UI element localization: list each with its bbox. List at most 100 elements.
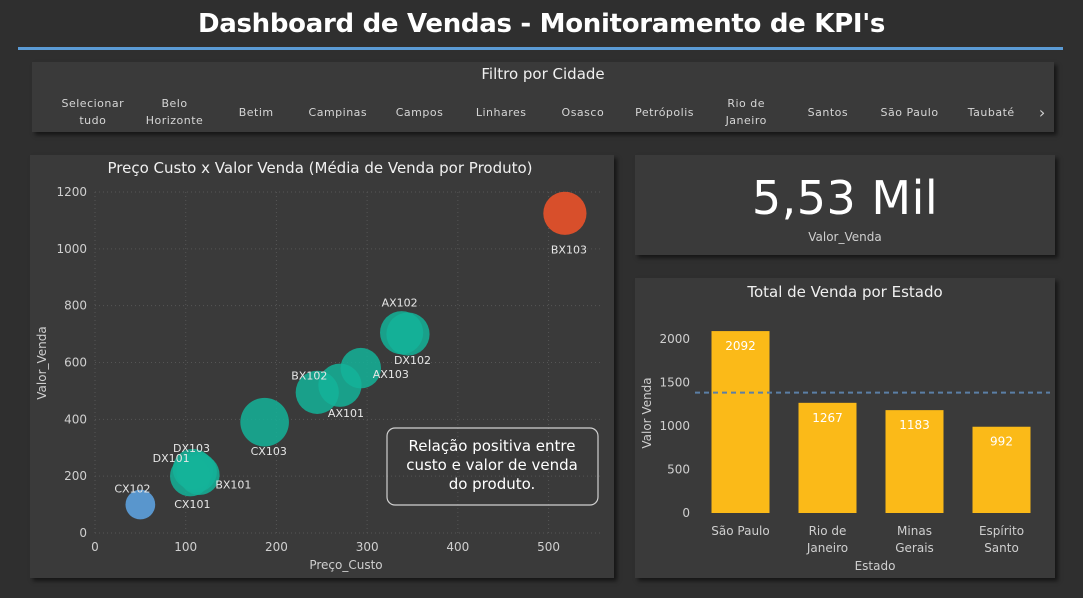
city-filter-item[interactable]: Linhares: [460, 104, 542, 121]
y-tick-label: 400: [64, 412, 87, 426]
city-filter-item-label: Belo: [161, 97, 188, 110]
city-filter-item[interactable]: Campos: [379, 104, 461, 121]
city-filter-item-label: Campos: [395, 105, 444, 119]
city-filter-item-label: Santos: [807, 105, 849, 119]
city-filter-item[interactable]: São Paulo: [869, 104, 951, 121]
x-tick-label: São Paulo: [711, 524, 769, 538]
point-label: CX103: [251, 445, 287, 458]
kpi-label: Valor_Venda: [808, 230, 882, 244]
city-slicer: Selecionar tudo Belo Horizonte Betim Campinas…: [52, 95, 1052, 129]
bar[interactable]: [885, 410, 944, 513]
x-tick-label: 200: [265, 540, 288, 554]
x-tick-label: Rio de: [809, 524, 847, 538]
city-filter-item[interactable]: Santos: [787, 104, 869, 121]
city-filter-item-label: Linhares: [475, 105, 527, 119]
scatter-point[interactable]: [125, 489, 156, 520]
city-filter-item-label: tudo: [79, 114, 107, 127]
annotation-text: do produto.: [449, 475, 536, 493]
point-label: BX103: [551, 243, 587, 256]
y-tick-label: 200: [64, 469, 87, 483]
x-tick-label: 0: [91, 540, 99, 554]
bar-value-label: 2092: [725, 339, 756, 353]
city-filter-item[interactable]: Taubaté: [950, 104, 1032, 121]
city-filter-item-label: Petrópolis: [635, 105, 694, 119]
y-tick-label: 500: [667, 463, 690, 477]
point-label: DX102: [394, 354, 431, 367]
bar-chart-panel: Total de Venda por Estado 0 500 1000 1500 200…: [635, 278, 1055, 578]
x-tick-label: Espírito: [979, 524, 1024, 538]
y-tick-label: 800: [64, 299, 87, 313]
x-tick-label: Minas: [897, 524, 932, 538]
y-tick-label: 2000: [659, 332, 690, 346]
city-filter-panel: Filtro por Cidade Selecionar tudo Belo Hori…: [32, 62, 1054, 132]
page-title: Dashboard de Vendas - Monitoramento de K…: [197, 9, 886, 39]
x-tick-label: 300: [356, 540, 379, 554]
city-filter-item[interactable]: Campinas: [297, 104, 379, 121]
city-filter-item-label: São Paulo: [880, 105, 939, 119]
city-filter-item[interactable]: Rio de Janeiro: [705, 95, 787, 129]
page-header: Dashboard de Vendas - Monitoramento de K…: [0, 0, 1083, 48]
city-filter-item-label: Rio de: [727, 97, 766, 110]
x-tick-label: Gerais: [895, 541, 934, 555]
city-filter-item[interactable]: Belo Horizonte: [134, 95, 216, 129]
filter-title: Filtro por Cidade: [481, 65, 605, 83]
scatter-point[interactable]: [386, 312, 430, 356]
y-tick-label: 1000: [56, 242, 87, 256]
city-filter-item[interactable]: Osasco: [542, 104, 624, 121]
city-filter-item[interactable]: Betim: [215, 104, 297, 121]
chevron-right-icon[interactable]: ›: [1038, 102, 1046, 122]
scatter-chart-panel: Preço Custo x Valor Venda (Média de Vend…: [30, 155, 614, 578]
y-tick-label: 0: [682, 506, 690, 520]
x-tick-label: 100: [174, 540, 197, 554]
city-filter-item-label: Horizonte: [145, 114, 204, 127]
point-label: CX102: [114, 483, 150, 496]
annotation-text: custo e valor de venda: [406, 456, 578, 474]
x-axis-label: Estado: [855, 559, 896, 573]
chart-title: Preço Custo x Valor Venda (Média de Vend…: [107, 159, 532, 177]
point-label: AX103: [373, 368, 409, 381]
x-tick-label: Santo: [984, 541, 1019, 555]
city-filter-item-label: Betim: [238, 105, 274, 119]
y-tick-label: 600: [64, 356, 87, 370]
city-filter-item[interactable]: Petrópolis: [624, 104, 706, 121]
point-label: DX101: [153, 452, 190, 465]
annotation-text: Relação positiva entre: [409, 437, 576, 455]
y-tick-label: 1500: [659, 376, 690, 390]
scatter-point[interactable]: [543, 191, 587, 235]
scatter-point[interactable]: [170, 455, 211, 497]
bar-value-label: 1183: [899, 418, 930, 432]
header-divider: [18, 47, 1063, 50]
y-tick-label: 0: [79, 526, 87, 540]
bar[interactable]: [798, 402, 857, 513]
city-filter-item-label: Taubaté: [967, 105, 1015, 119]
x-axis-label: Preço_Custo: [309, 558, 382, 572]
scatter-chart[interactable]: Preço Custo x Valor Venda (Média de Vend…: [30, 155, 614, 578]
y-tick-label: 1200: [56, 185, 87, 199]
city-filter-item-label: Osasco: [561, 105, 605, 119]
point-label: DX103: [173, 442, 210, 455]
y-axis-label: Valor Venda: [640, 377, 654, 448]
x-tick-label: Janeiro: [806, 541, 848, 555]
annotation-box: [386, 427, 599, 506]
point-label: BX102: [291, 369, 327, 382]
bar-value-label: 1267: [812, 411, 843, 425]
scatter-point[interactable]: [340, 347, 382, 389]
city-filter-item-label: Selecionar: [61, 97, 125, 110]
x-tick-label: 500: [537, 540, 560, 554]
city-filter-item-label: Janeiro: [725, 114, 767, 127]
kpi-value: 5,53 Mil: [751, 171, 939, 225]
bar[interactable]: [972, 426, 1031, 513]
city-filter-item[interactable]: Selecionar tudo: [52, 95, 134, 129]
y-tick-label: 1000: [659, 419, 690, 433]
point-label: CX101: [174, 498, 210, 511]
y-axis-label: Valor_Venda: [35, 326, 49, 399]
kpi-card: 5,53 Mil Valor_Venda: [635, 155, 1055, 255]
point-label: AX102: [382, 297, 418, 310]
scatter-point[interactable]: [240, 397, 289, 447]
x-tick-label: 400: [446, 540, 469, 554]
city-filter-item-label: Campinas: [308, 105, 368, 119]
bar-chart[interactable]: Total de Venda por Estado 0 500 1000 1500 200…: [635, 278, 1055, 578]
chart-title: Total de Venda por Estado: [746, 283, 942, 301]
bar[interactable]: [711, 331, 770, 513]
point-label: AX101: [328, 407, 364, 420]
